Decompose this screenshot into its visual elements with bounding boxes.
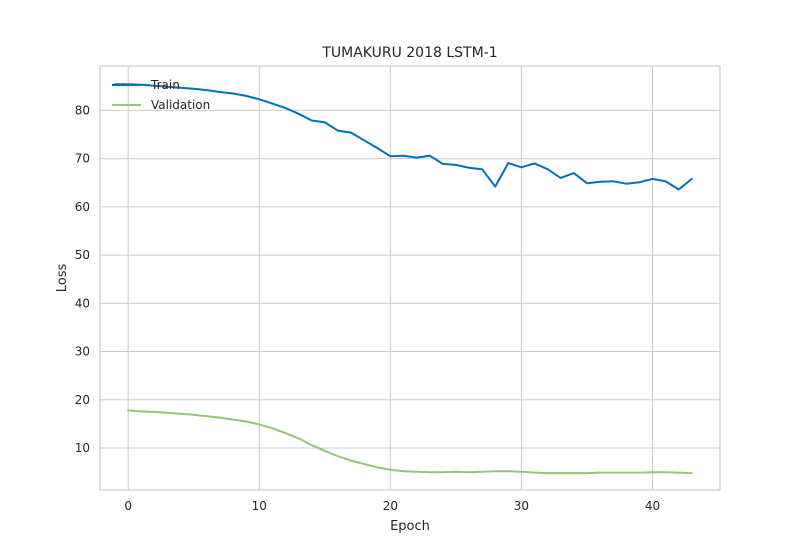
y-tick-labels: 10 20 30 40 50 60 70 80 xyxy=(75,103,90,455)
x-tick-label: 0 xyxy=(124,499,132,513)
y-tick-label: 10 xyxy=(75,441,90,455)
x-tick-label: 40 xyxy=(645,499,660,513)
x-tick-label: 10 xyxy=(252,499,267,513)
y-tick-label: 80 xyxy=(75,103,90,117)
series-layer xyxy=(114,83,693,475)
grid-lines xyxy=(100,66,720,490)
legend-label-train: Train xyxy=(150,78,180,92)
y-tick-label: 50 xyxy=(75,248,90,262)
y-tick-label: 20 xyxy=(75,393,90,407)
plot-frame xyxy=(99,65,721,491)
y-tick-label: 70 xyxy=(75,152,90,166)
series-line-train xyxy=(114,83,693,191)
chart-title: TUMAKURU 2018 LSTM-1 xyxy=(321,45,497,61)
x-tick-label: 20 xyxy=(383,499,398,513)
y-tick-label: 30 xyxy=(75,345,90,359)
legend: Train Validation xyxy=(112,78,210,112)
y-tick-label: 40 xyxy=(75,296,90,310)
x-tick-labels: 0 10 20 30 40 xyxy=(124,499,660,513)
y-tick-label: 60 xyxy=(75,200,90,214)
legend-label-validation: Validation xyxy=(151,98,210,112)
x-axis-label: Epoch xyxy=(390,519,430,534)
y-axis-label: Loss xyxy=(55,264,70,293)
x-tick-label: 30 xyxy=(514,499,529,513)
plot-area xyxy=(100,66,720,490)
series-line-validation xyxy=(127,409,693,475)
